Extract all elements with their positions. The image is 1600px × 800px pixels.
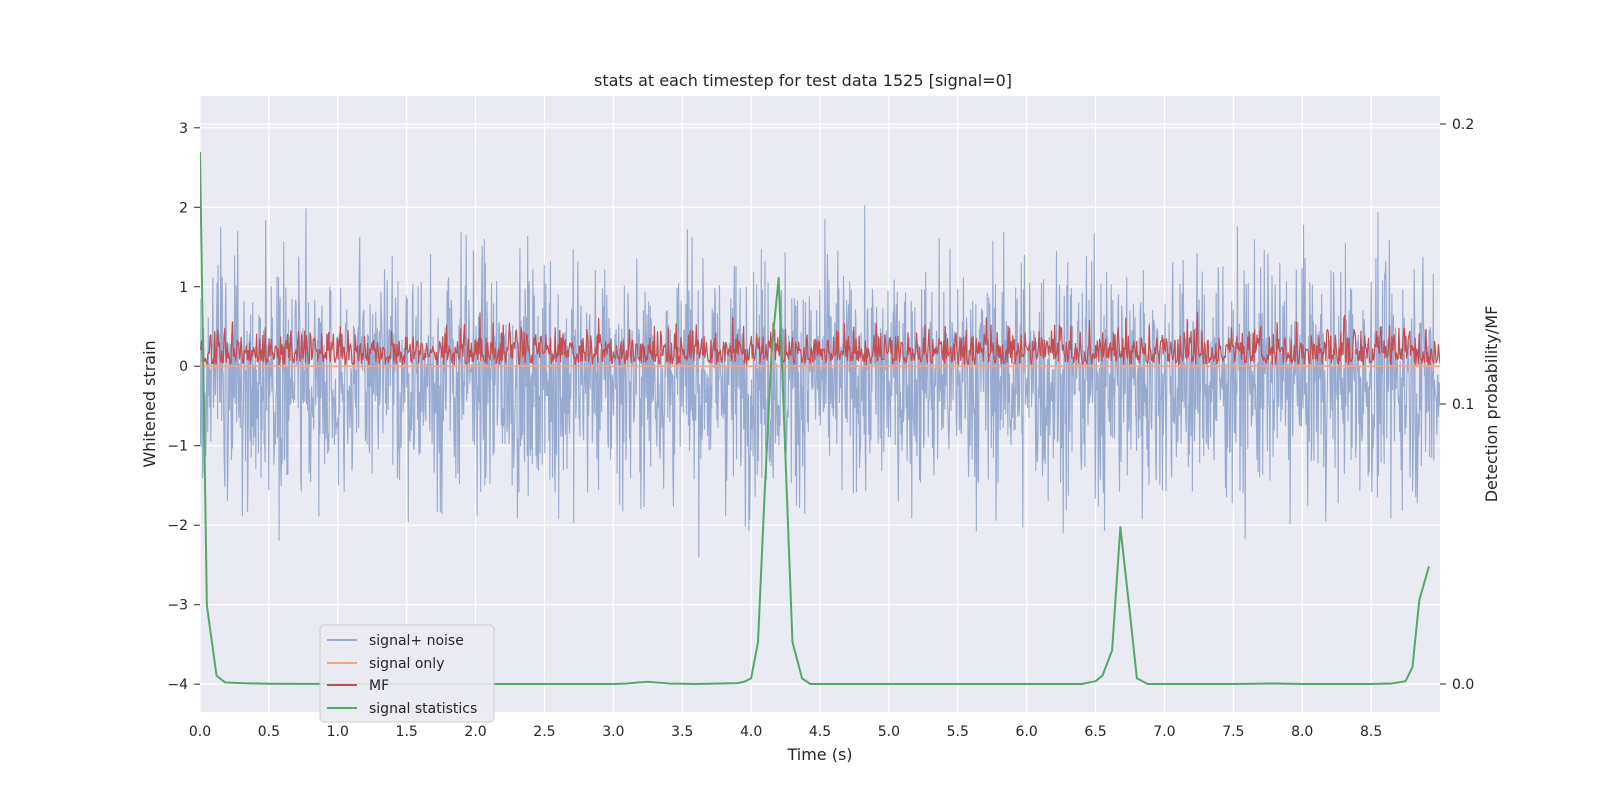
x-tick-label: 8.5: [1360, 724, 1382, 740]
x-tick-label: 0.0: [189, 724, 211, 740]
y-tick-label: 2: [179, 200, 188, 216]
x-tick-label: 0.5: [258, 724, 280, 740]
legend-label-signal-only: signal only: [369, 656, 444, 672]
y-axis-label: Whitened strain: [140, 340, 159, 467]
y-right-axis-ticks: 0.2 0.1 0.0: [1440, 117, 1474, 693]
series-signal-statistics: [200, 151, 1430, 685]
y-right-tick-label: 0.0: [1452, 677, 1474, 693]
plot-area: [200, 151, 1440, 685]
x-tick-label: 5.5: [947, 724, 969, 740]
x-tick-label: 2.0: [464, 724, 486, 740]
legend: signal+ noise signal only MF signal stat…: [319, 624, 495, 723]
signal-statistics-line: [200, 151, 1430, 685]
x-tick-label: 4.0: [740, 724, 762, 740]
x-tick-label: 7.5: [1222, 724, 1244, 740]
x-axis-ticks: 0.0 0.5 1.0 1.5 2.0 2.5 3.0 3.5 4.0 4.5 5.0 5.5 6.0 6…: [189, 724, 1382, 740]
legend-label-signal-statistics: signal statistics: [369, 701, 477, 717]
mf-line: [200, 311, 1440, 366]
x-tick-label: 1.5: [396, 724, 418, 740]
x-tick-label: 6.5: [1084, 724, 1106, 740]
y-tick-label: 3: [179, 121, 188, 137]
y-axis-ticks: 3 2 1 0 −1 −2 −3 −4: [167, 121, 200, 693]
legend-label-signal-plus-noise: signal+ noise: [369, 633, 464, 649]
y-tick-label: −1: [167, 439, 188, 455]
x-tick-label: 6.0: [1016, 724, 1038, 740]
x-tick-label: 8.0: [1291, 724, 1313, 740]
series-mf: [200, 311, 1440, 366]
y-tick-label: −4: [167, 677, 188, 693]
x-tick-label: 4.5: [809, 724, 831, 740]
legend-label-mf: MF: [369, 678, 389, 694]
y-tick-label: −2: [167, 518, 188, 534]
x-tick-label: 3.0: [602, 724, 624, 740]
noise-line: [200, 205, 1440, 558]
x-tick-label: 7.0: [1153, 724, 1175, 740]
x-tick-label: 3.5: [671, 724, 693, 740]
legend-box: [319, 624, 495, 723]
x-tick-label: 1.0: [327, 724, 349, 740]
chart-title: stats at each timestep for test data 152…: [594, 71, 1012, 90]
series-signal-plus-noise: [200, 205, 1440, 558]
y-tick-label: 1: [179, 280, 188, 296]
x-axis-label: Time (s): [786, 745, 852, 764]
y-right-tick-label: 0.1: [1452, 397, 1474, 413]
y-right-tick-label: 0.2: [1452, 117, 1474, 133]
y-tick-label: 0: [179, 359, 188, 375]
y-tick-label: −3: [167, 598, 188, 614]
x-tick-label: 5.0: [878, 724, 900, 740]
x-tick-label: 2.5: [533, 724, 555, 740]
y-right-axis-label: Detection probability/MF: [1482, 306, 1501, 503]
